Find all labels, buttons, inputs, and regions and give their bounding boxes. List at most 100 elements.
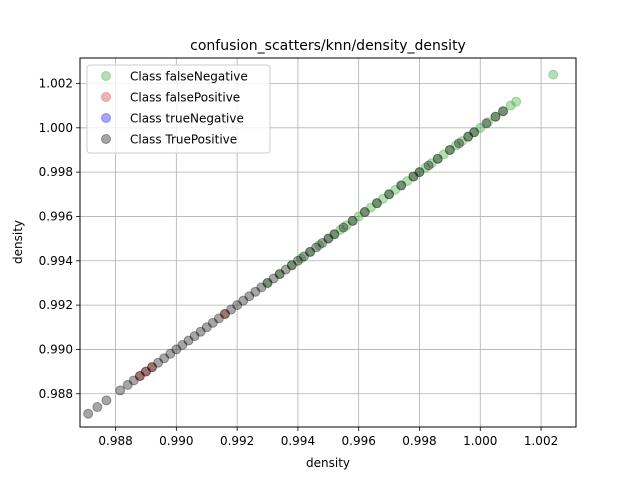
scatter-point bbox=[359, 207, 370, 218]
scatter-point bbox=[195, 326, 206, 337]
scatter-point bbox=[262, 277, 273, 288]
scatter-point bbox=[274, 269, 285, 280]
scatter-point bbox=[511, 96, 522, 107]
legend-label: Class falsePositive bbox=[130, 91, 240, 105]
scatter-point bbox=[226, 304, 237, 315]
scatter-point bbox=[256, 282, 267, 293]
x-tick-label: 1.000 bbox=[463, 434, 497, 448]
scatter-point bbox=[341, 220, 352, 231]
scatter-point bbox=[292, 255, 303, 266]
scatter-point bbox=[323, 233, 334, 244]
scatter-point bbox=[444, 144, 455, 155]
legend-marker bbox=[101, 134, 111, 144]
legend-label: Class falseNegative bbox=[130, 70, 248, 84]
scatter-point bbox=[177, 340, 188, 350]
x-tick-label: 0.996 bbox=[342, 434, 376, 448]
scatter-point bbox=[101, 395, 112, 406]
scatter-point bbox=[305, 246, 316, 257]
scatter-point bbox=[469, 127, 480, 138]
x-tick-label: 0.994 bbox=[281, 434, 315, 448]
scatter-point bbox=[311, 242, 322, 253]
scatter-point bbox=[408, 171, 419, 182]
legend-marker bbox=[101, 71, 111, 81]
scatter-point bbox=[219, 308, 230, 319]
y-tick-label: 0.988 bbox=[39, 387, 73, 401]
y-axis-label: density bbox=[11, 220, 25, 264]
scatter-point bbox=[378, 193, 389, 204]
scatter-point bbox=[498, 106, 509, 117]
scatter-point bbox=[189, 331, 200, 342]
scatter-point bbox=[426, 158, 437, 169]
legend: Class falseNegative Class falsePositive Cl… bbox=[86, 64, 271, 154]
scatter-point bbox=[115, 385, 126, 396]
y-tick-label: 0.992 bbox=[39, 298, 73, 312]
scatter-point bbox=[347, 215, 358, 226]
axes-frame bbox=[79, 57, 577, 428]
scatter-point bbox=[423, 160, 434, 171]
chart-title: confusion_scatters/knn/density_density bbox=[190, 38, 466, 54]
scatter-point bbox=[305, 246, 316, 257]
legend-box bbox=[86, 64, 271, 154]
scatter-point bbox=[165, 348, 176, 359]
scatter-point bbox=[384, 189, 395, 200]
scatter-point bbox=[390, 184, 401, 195]
scatter-point bbox=[481, 118, 492, 129]
scatter-point bbox=[463, 131, 474, 142]
scatter-point bbox=[432, 153, 443, 164]
scatter-point bbox=[238, 295, 249, 306]
scatter-point bbox=[295, 253, 306, 264]
scatter-point bbox=[396, 180, 407, 191]
scatter-point bbox=[244, 291, 255, 302]
scatter-point bbox=[314, 240, 325, 251]
scatter-point bbox=[365, 202, 376, 213]
x-tick-label: 0.998 bbox=[402, 434, 436, 448]
scatter-point bbox=[317, 238, 328, 249]
scatter-point bbox=[183, 335, 194, 346]
scatter-point bbox=[140, 366, 151, 377]
scatter-point bbox=[408, 171, 419, 182]
scatter-point bbox=[371, 198, 382, 209]
series-3-points bbox=[83, 106, 509, 419]
scatter-point bbox=[232, 300, 243, 311]
scatter-point bbox=[262, 277, 273, 288]
scatter-point bbox=[286, 260, 297, 271]
legend-label: Class trueNegative bbox=[130, 112, 244, 126]
x-axis-ticks: 0.988 0.990 0.992 0.994 0.996 0.998 1.000 1.002 bbox=[98, 427, 558, 448]
scatter-point bbox=[219, 308, 230, 319]
y-tick-label: 0.990 bbox=[39, 342, 73, 356]
scatter-point bbox=[414, 167, 425, 178]
scatter-point bbox=[444, 144, 455, 155]
scatter-point bbox=[353, 211, 364, 222]
scatter-point bbox=[347, 215, 358, 226]
y-axis-ticks: 0.988 0.990 0.992 0.994 0.996 0.998 1.000 1.002 bbox=[39, 76, 80, 401]
series-1-points bbox=[134, 308, 230, 382]
legend-marker bbox=[101, 92, 111, 102]
scatter-point bbox=[453, 138, 464, 149]
scatter-point bbox=[450, 140, 461, 151]
scatter-point bbox=[122, 379, 133, 390]
legend-label: Class TruePositive bbox=[130, 133, 237, 147]
x-axis-label: density bbox=[306, 456, 350, 470]
series-0-points bbox=[262, 69, 559, 288]
scatter-point bbox=[171, 344, 182, 355]
scatter-point bbox=[438, 149, 449, 160]
scatter-point bbox=[329, 229, 340, 240]
y-tick-label: 0.994 bbox=[39, 254, 73, 268]
y-tick-label: 0.998 bbox=[39, 165, 73, 179]
y-tick-label: 0.996 bbox=[39, 209, 73, 223]
scatter-point bbox=[482, 117, 493, 128]
scatter-point bbox=[268, 273, 279, 284]
x-tick-label: 1.002 bbox=[524, 434, 558, 448]
data-points bbox=[83, 69, 559, 419]
scatter-point bbox=[147, 362, 158, 373]
scatter-point bbox=[140, 366, 151, 377]
scatter-point bbox=[469, 127, 480, 138]
scatter-point bbox=[250, 286, 261, 297]
scatter-point bbox=[414, 167, 425, 178]
x-tick-label: 0.990 bbox=[159, 434, 193, 448]
scatter-point bbox=[201, 322, 212, 333]
scatter-point bbox=[92, 402, 103, 413]
scatter-point bbox=[83, 408, 94, 419]
scatter-point bbox=[329, 229, 340, 240]
